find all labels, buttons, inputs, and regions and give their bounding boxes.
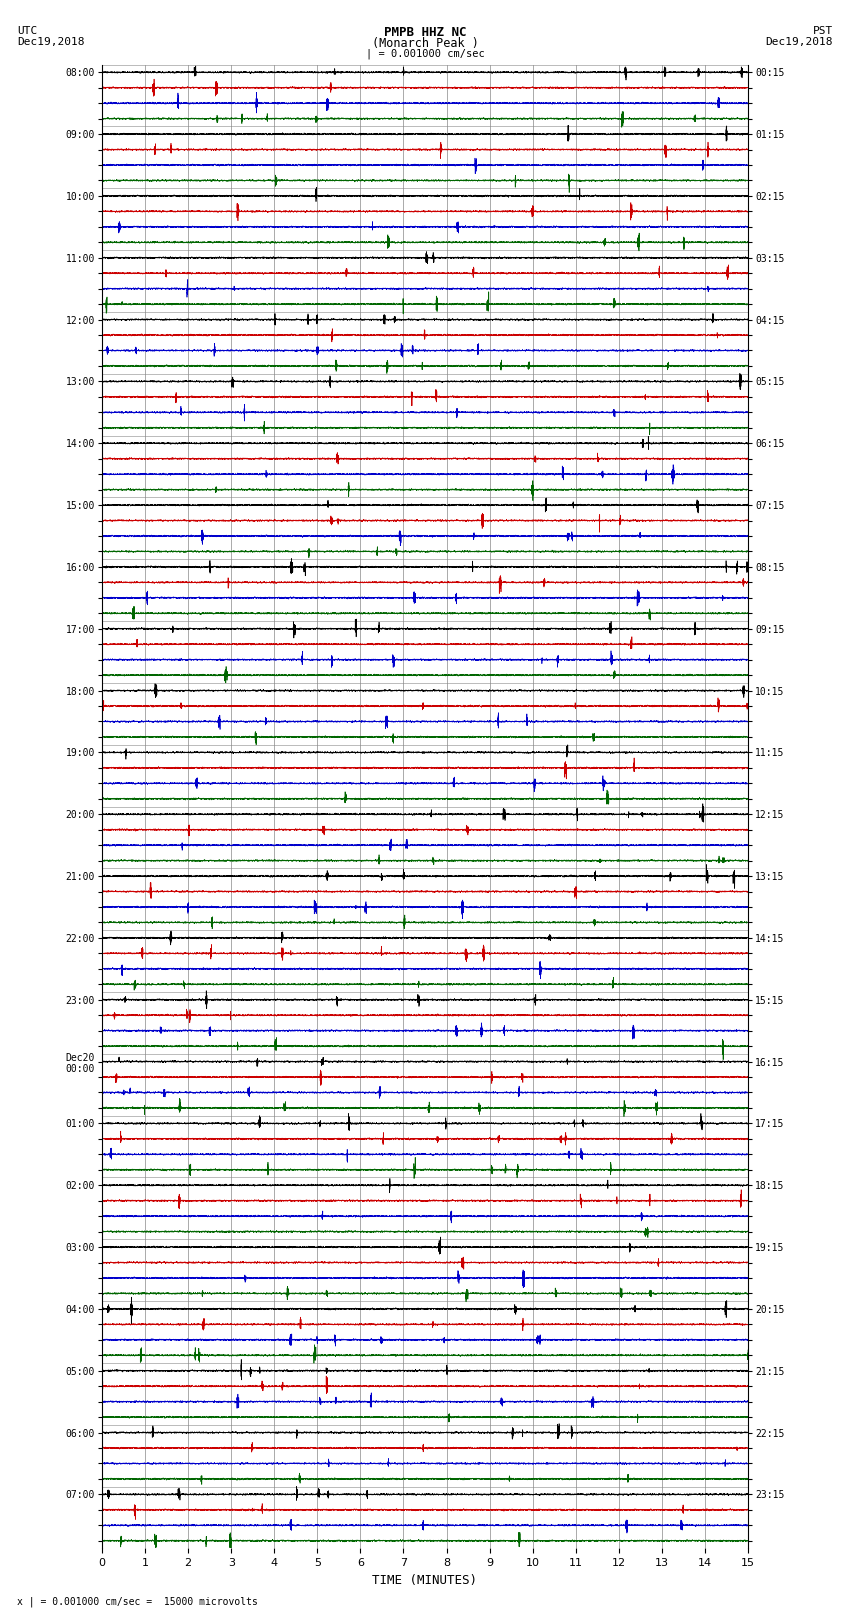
Text: | = 0.001000 cm/sec: | = 0.001000 cm/sec bbox=[366, 48, 484, 60]
Text: Dec19,2018: Dec19,2018 bbox=[17, 37, 84, 47]
Text: PST: PST bbox=[813, 26, 833, 35]
X-axis label: TIME (MINUTES): TIME (MINUTES) bbox=[372, 1574, 478, 1587]
Text: PMPB HHZ NC: PMPB HHZ NC bbox=[383, 26, 467, 39]
Text: x | = 0.001000 cm/sec =  15000 microvolts: x | = 0.001000 cm/sec = 15000 microvolts bbox=[17, 1595, 258, 1607]
Text: Dec19,2018: Dec19,2018 bbox=[766, 37, 833, 47]
Text: UTC: UTC bbox=[17, 26, 37, 35]
Text: (Monarch Peak ): (Monarch Peak ) bbox=[371, 37, 479, 50]
